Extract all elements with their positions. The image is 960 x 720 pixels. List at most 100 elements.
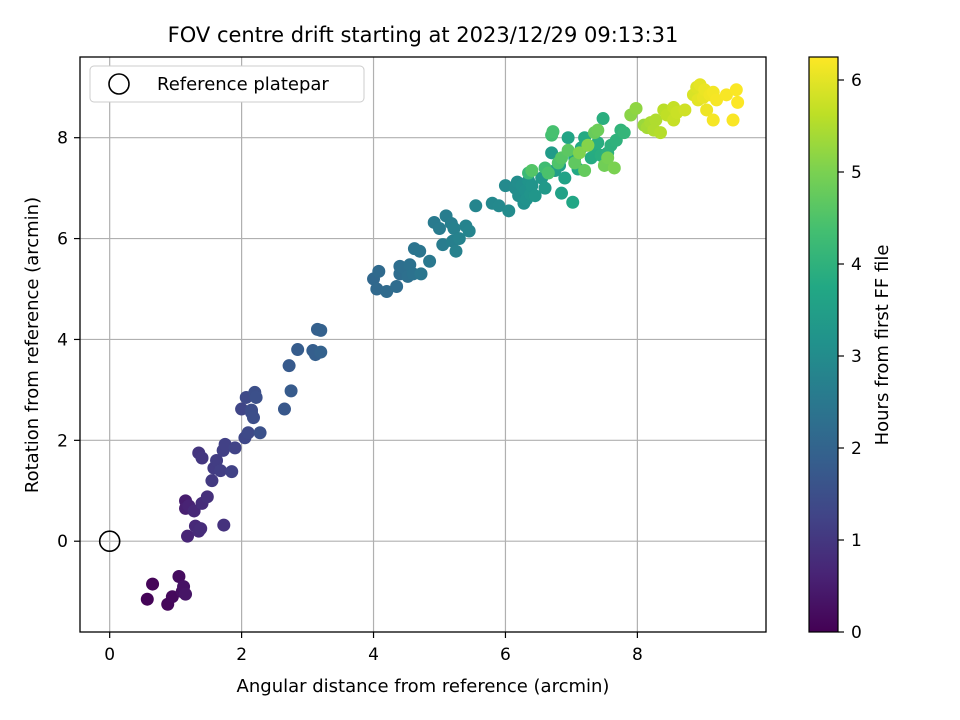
- data-point: [205, 474, 219, 488]
- data-point: [572, 146, 586, 160]
- data-point: [581, 138, 595, 152]
- colorbar-tick-label: 5: [851, 163, 862, 183]
- legend-box: [89, 65, 365, 103]
- data-point: [432, 221, 446, 235]
- colorbar-tick-label: 1: [851, 531, 862, 551]
- data-point: [284, 384, 298, 398]
- data-point: [314, 345, 328, 359]
- data-point: [653, 126, 667, 140]
- legend-entry-reference-platepar: Reference platepar: [157, 74, 329, 95]
- plot-area: [80, 57, 766, 632]
- colorbar-tick-label: 6: [851, 71, 862, 91]
- colorbar-label: Hours from first FF file: [872, 245, 893, 446]
- data-point: [591, 136, 605, 150]
- data-point: [210, 454, 224, 468]
- data-point: [502, 204, 516, 218]
- data-point: [546, 125, 560, 139]
- data-point: [372, 264, 386, 278]
- x-tick-label: 6: [500, 645, 511, 665]
- data-point: [140, 592, 154, 606]
- data-point: [629, 101, 643, 115]
- data-point: [561, 131, 575, 145]
- data-point: [195, 451, 209, 465]
- data-point: [253, 426, 267, 440]
- data-point: [545, 146, 559, 160]
- data-point: [179, 587, 193, 601]
- data-point: [469, 199, 483, 213]
- reference-platepar-marker: [98, 530, 121, 553]
- data-point: [700, 103, 714, 117]
- data-point: [241, 426, 255, 440]
- y-tick-label: 6: [57, 230, 68, 250]
- data-point: [277, 402, 291, 416]
- data-point: [194, 522, 208, 536]
- data-point: [452, 232, 466, 246]
- data-point: [314, 323, 328, 337]
- data-point: [423, 254, 437, 268]
- data-point: [558, 171, 572, 185]
- data-points: [140, 78, 745, 611]
- x-tick-label: 2: [236, 645, 247, 665]
- data-point: [413, 244, 427, 258]
- data-point: [726, 113, 740, 127]
- axis-ticks: 0 2 4 6 8 0 2 4 6 8: [57, 129, 643, 665]
- colorbar: 0 1 2 3 4 5 6 Hours from first FF file: [808, 56, 893, 643]
- data-point: [492, 199, 506, 213]
- legend-marker-icon: [108, 73, 130, 95]
- data-point: [649, 113, 663, 127]
- data-point: [200, 490, 214, 504]
- data-point: [291, 343, 305, 357]
- data-point: [729, 83, 743, 97]
- data-point: [568, 156, 582, 170]
- data-point: [706, 113, 720, 127]
- data-point: [181, 529, 195, 543]
- data-point: [541, 166, 555, 180]
- y-tick-label: 4: [57, 330, 68, 350]
- data-point: [719, 88, 733, 102]
- grid-lines: [80, 57, 766, 632]
- data-point: [462, 224, 476, 238]
- data-point: [228, 441, 242, 455]
- data-point: [218, 437, 232, 451]
- data-point: [678, 103, 692, 117]
- x-tick-label: 8: [632, 645, 643, 665]
- data-point: [538, 181, 552, 195]
- data-point: [165, 590, 179, 604]
- data-point: [498, 179, 512, 193]
- data-point: [436, 238, 450, 252]
- data-point: [380, 285, 394, 299]
- colorbar-tick-label: 0: [851, 623, 862, 643]
- colorbar-tick-label: 3: [851, 347, 862, 367]
- data-point: [528, 189, 542, 203]
- x-tick-label: 0: [104, 645, 115, 665]
- colorbar-tick-label: 4: [851, 255, 862, 275]
- data-point: [578, 163, 592, 177]
- data-point: [213, 464, 227, 478]
- data-point: [217, 518, 231, 532]
- data-point: [146, 577, 160, 591]
- data-point: [390, 279, 404, 293]
- data-point: [414, 267, 428, 281]
- data-point: [591, 123, 605, 137]
- colorbar-gradient: [808, 56, 839, 633]
- data-point: [601, 151, 615, 165]
- x-axis-label: Angular distance from reference (arcmin): [237, 676, 610, 697]
- y-tick-label: 0: [57, 532, 68, 552]
- colorbar-tick-label: 2: [851, 439, 862, 459]
- data-point: [225, 465, 239, 479]
- chart-title: FOV centre drift starting at 2023/12/29 …: [168, 23, 679, 47]
- data-point: [449, 244, 463, 258]
- plot-frame: [79, 56, 767, 633]
- data-point: [596, 112, 610, 126]
- data-point: [370, 282, 384, 296]
- data-point: [555, 186, 569, 200]
- y-tick-label: 2: [57, 431, 68, 451]
- data-point: [235, 402, 249, 416]
- colorbar-ticks: 0 1 2 3 4 5 6: [838, 71, 862, 643]
- data-point: [249, 390, 263, 404]
- data-point: [584, 151, 598, 165]
- data-point: [172, 570, 186, 584]
- data-point: [525, 179, 539, 193]
- data-point: [617, 126, 631, 140]
